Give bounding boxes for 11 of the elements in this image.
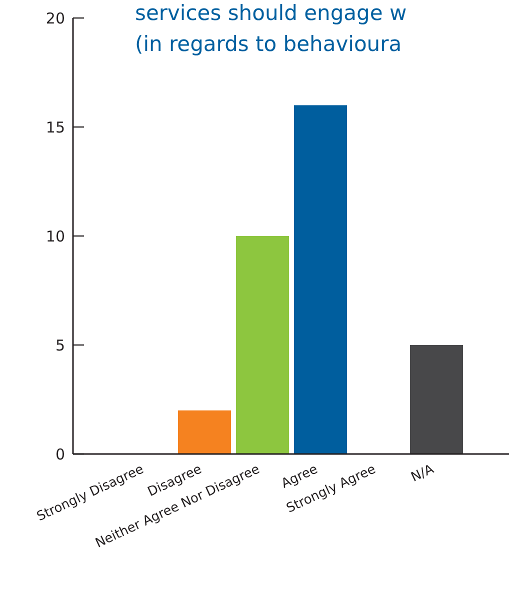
x-tick-label: N/A	[409, 462, 436, 486]
bar	[236, 236, 290, 454]
chart-title: services should engage w (in regards to behavioura	[135, 1, 407, 56]
y-tick-label: 15	[46, 118, 65, 136]
bar	[178, 410, 232, 454]
y-tick-label: 5	[55, 336, 65, 354]
y-tick-label: 10	[46, 227, 65, 246]
y-tick-label: 0	[55, 445, 65, 464]
bar	[410, 345, 464, 454]
bar	[294, 105, 348, 454]
y-tick-label: 20	[46, 9, 65, 28]
